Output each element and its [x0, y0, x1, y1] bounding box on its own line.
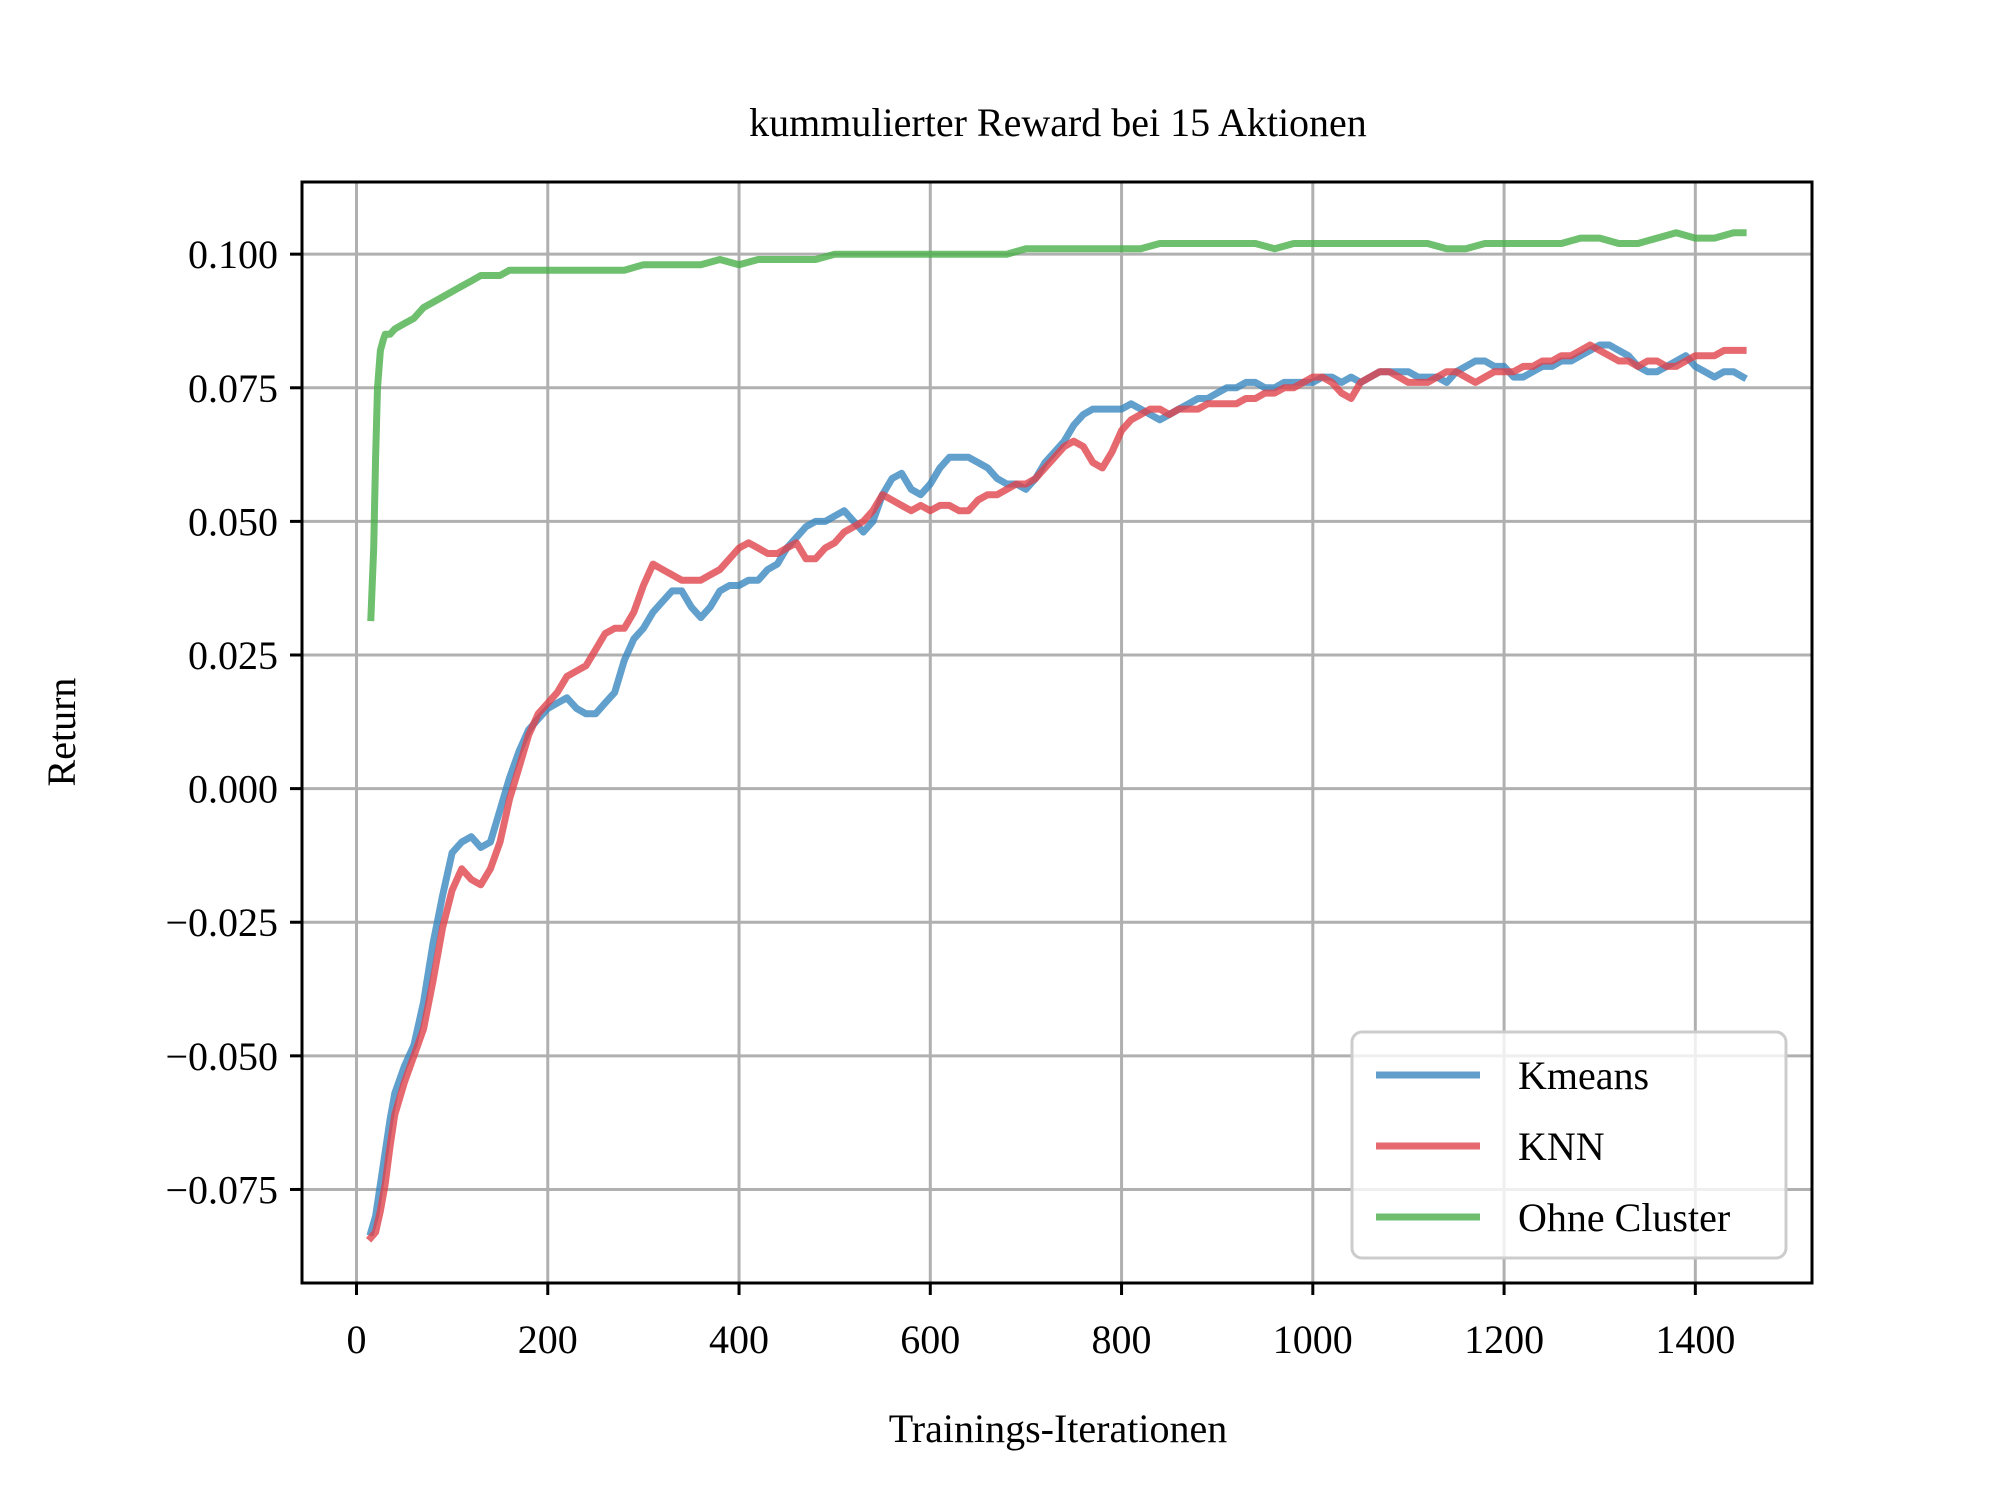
series-line-knn: [365, 341, 1747, 1243]
y-axis-label: Return: [39, 678, 84, 787]
grid-lines: [302, 182, 1812, 1283]
y-tick-label: 0.075: [188, 366, 278, 411]
axis-ticks: 0 200 400 600 800 1000 1200 1400 −0.075 −0.050 −0.…: [165, 232, 1735, 1362]
x-tick-label: 1000: [1273, 1317, 1353, 1362]
y-tick-label: −0.025: [165, 900, 278, 945]
x-axis-label: Trainings-Iterationen: [889, 1406, 1227, 1451]
legend-label: Kmeans: [1518, 1053, 1649, 1098]
y-tick-label: 0.050: [188, 499, 278, 544]
chart-title: kummulierter Reward bei 15 Aktionen: [749, 100, 1367, 145]
legend-label: KNN: [1518, 1124, 1605, 1169]
y-tick-label: 0.000: [188, 767, 278, 812]
x-tick-label: 1200: [1464, 1317, 1544, 1362]
x-tick-label: 600: [900, 1317, 960, 1362]
x-tick-label: 1400: [1655, 1317, 1735, 1362]
x-tick-label: 400: [709, 1317, 769, 1362]
series-lines: [365, 229, 1748, 1243]
legend-label: Ohne Cluster: [1518, 1195, 1730, 1240]
x-tick-label: 200: [518, 1317, 578, 1362]
series-line-ohne-cluster: [367, 229, 1747, 622]
legend: Kmeans KNN Ohne Cluster: [1350, 1030, 1788, 1260]
y-tick-label: −0.050: [165, 1034, 278, 1079]
plot-area-frame: [300, 180, 1814, 1285]
y-tick-label: −0.075: [165, 1167, 278, 1212]
x-tick-label: 0: [347, 1317, 367, 1362]
x-tick-label: 800: [1092, 1317, 1152, 1362]
legend-box: [1350, 1030, 1788, 1260]
y-tick-label: 0.025: [188, 633, 278, 678]
y-tick-label: 0.100: [188, 232, 278, 277]
